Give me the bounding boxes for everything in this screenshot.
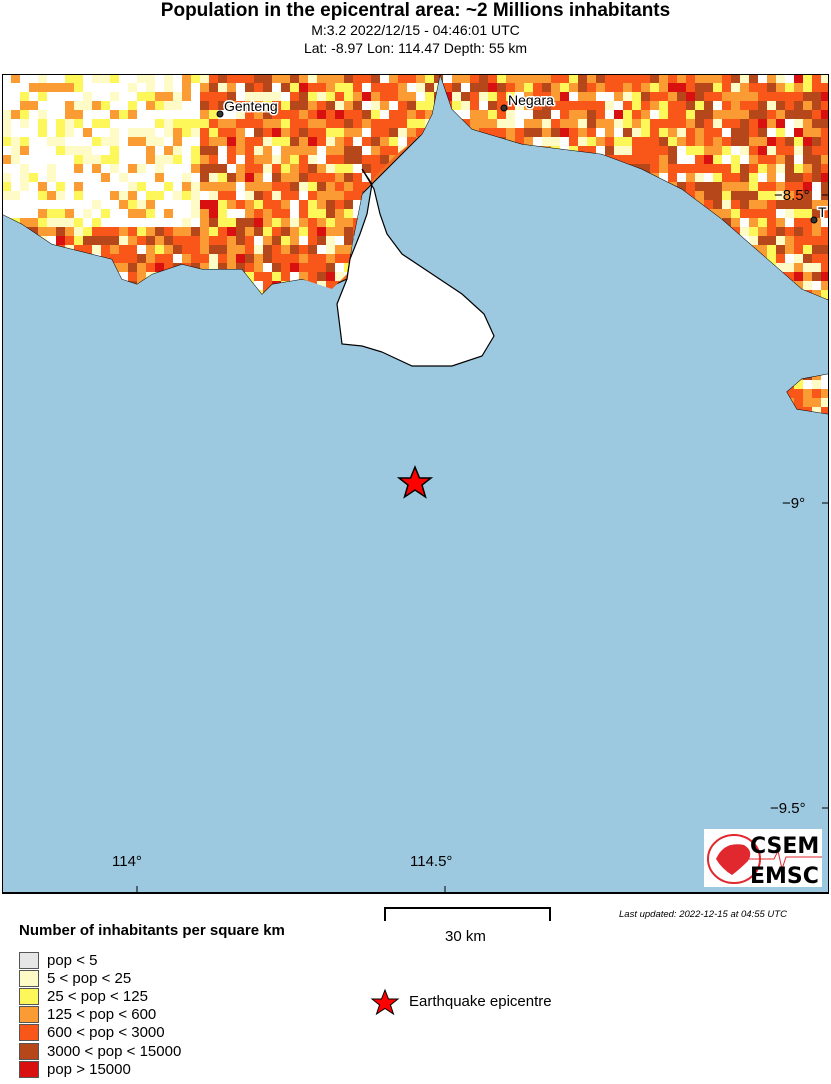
scale-bar (384, 907, 551, 921)
land-peninsula (336, 168, 495, 367)
city-label-genteng: Genteng (224, 98, 278, 114)
legend-swatch (19, 951, 39, 969)
event-info: M:3.2 2022/12/15 - 04:46:01 UTC (311, 22, 520, 38)
legend-label: 125 < pop < 600 (47, 1006, 157, 1024)
legend-swatch (19, 1006, 39, 1024)
logo-text-emsc: EMSC (750, 864, 819, 887)
legend-epicentre-label: Earthquake epicentre (409, 993, 552, 1010)
city-marker-t (810, 216, 818, 224)
legend-item: 3000 < pop < 15000 (19, 1042, 181, 1060)
population-map[interactable]: 114° 114.5° −8.5° −9° −9.5° Genteng Nega… (2, 74, 829, 894)
lat-tick: −8.5° (774, 187, 810, 204)
scale-bar-label: 30 km (445, 928, 486, 945)
legend-item: 600 < pop < 3000 (19, 1024, 165, 1042)
event-location: Lat: -8.97 Lon: 114.47 Depth: 55 km (303, 40, 528, 56)
lat-tick: −9.5° (770, 800, 806, 817)
legend-item: pop < 5 (19, 951, 97, 969)
legend-swatch (19, 1060, 39, 1078)
epicenter-star-icon[interactable] (396, 465, 434, 499)
legend-star-icon (370, 988, 400, 1016)
last-updated: Last updated: 2022-12-15 at 04:55 UTC (619, 909, 787, 920)
legend-item: 25 < pop < 125 (19, 987, 148, 1005)
city-label-negara: Negara (508, 92, 554, 108)
legend-label: 3000 < pop < 15000 (47, 1042, 182, 1060)
map-title: Population in the epicentral area: ~2 Mi… (160, 0, 671, 21)
city-marker-negara (500, 104, 508, 112)
legend-swatch (19, 1024, 39, 1042)
csem-emsc-logo: CSEM EMSC (704, 829, 822, 889)
logo-text-csem: CSEM (750, 834, 819, 859)
lon-tick: 114.5° (410, 853, 452, 870)
legend-swatch (19, 969, 39, 987)
legend-label: pop < 5 (47, 951, 98, 969)
city-label-t: T (818, 204, 827, 220)
legend-title: Number of inhabitants per square km (19, 922, 285, 939)
legend-label: pop > 15000 (47, 1060, 131, 1078)
legend-label: 600 < pop < 3000 (47, 1024, 165, 1042)
lat-tick: −9° (782, 495, 805, 512)
map-frame (2, 74, 829, 894)
city-marker-genteng (216, 110, 224, 118)
legend-item: 5 < pop < 25 (19, 969, 131, 987)
legend-swatch (19, 987, 39, 1005)
legend-item: pop > 15000 (19, 1060, 131, 1078)
lon-tick: 114° (112, 853, 142, 870)
legend-item: 125 < pop < 600 (19, 1006, 156, 1024)
legend-label: 5 < pop < 25 (47, 969, 132, 987)
legend-label: 25 < pop < 125 (47, 987, 148, 1005)
legend-swatch (19, 1042, 39, 1060)
